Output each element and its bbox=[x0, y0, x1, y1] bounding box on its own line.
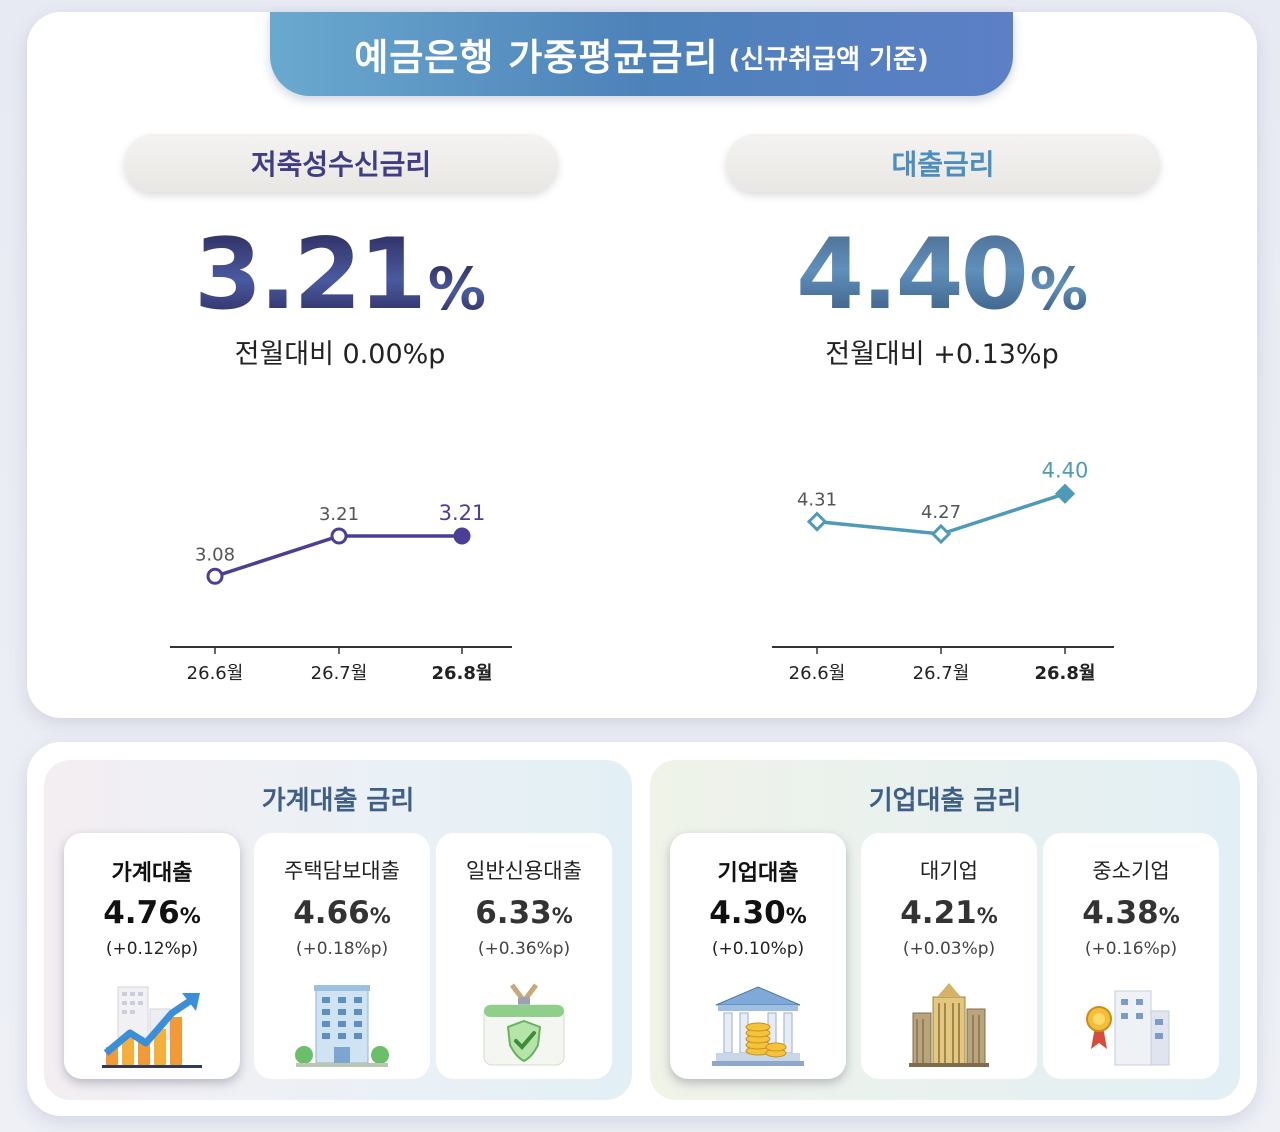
deposit-rate-label: 저축성수신금리 bbox=[124, 134, 558, 192]
card-rate: 4.30% bbox=[709, 895, 807, 931]
page-subtitle: (신규취급액 기준) bbox=[728, 44, 929, 75]
id-card-shield-icon bbox=[483, 983, 565, 1066]
apartment-building-icon bbox=[295, 985, 389, 1067]
card-name: 기업대출 bbox=[717, 861, 799, 886]
card-change: (+0.18%p) bbox=[295, 939, 389, 959]
household-loan-title: 가계대출 금리 bbox=[261, 786, 415, 816]
loan-rate-label: 대출금리 bbox=[726, 134, 1160, 192]
loan-rate-number: 4.40 bbox=[796, 218, 1029, 332]
card-name: 대기업 bbox=[920, 859, 978, 883]
deposit-rate-unit: % bbox=[427, 255, 486, 323]
card-sme: 중소기업 4.38% (+0.16%p) bbox=[1043, 833, 1219, 1079]
loan-rate-value: 4.40% bbox=[692, 214, 1192, 324]
skyscraper-icon bbox=[909, 983, 989, 1067]
bank-coins-icon bbox=[712, 986, 804, 1066]
office-medal-icon bbox=[1086, 990, 1170, 1066]
card-household-loan: 가계대출 4.76% (+0.12%p) bbox=[64, 833, 240, 1079]
card-mortgage-loan: 주택담보대출 4.66% (+0.18%p) bbox=[254, 833, 430, 1079]
summary-panel bbox=[27, 12, 1257, 718]
card-name: 주택담보대출 bbox=[284, 859, 400, 883]
page-title: 예금은행 가중평균금리 bbox=[354, 36, 719, 79]
card-rate: 6.33% bbox=[475, 895, 573, 931]
card-corporate-loan: 기업대출 4.30% (+0.10%p) bbox=[670, 833, 846, 1079]
card-change: (+0.12%p) bbox=[105, 939, 199, 959]
deposit-rate-number: 3.21 bbox=[194, 218, 427, 332]
loan-rate-change: 전월대비 +0.13%p bbox=[825, 339, 1059, 370]
card-change: (+0.10%p) bbox=[711, 939, 805, 959]
card-rate: 4.76% bbox=[103, 895, 201, 931]
title-banner: 예금은행 가중평균금리 (신규취급액 기준) bbox=[270, 12, 1013, 96]
deposit-rate-change: 전월대비 0.00%p bbox=[234, 339, 446, 370]
card-rate: 4.38% bbox=[1082, 895, 1180, 931]
card-name: 일반신용대출 bbox=[466, 859, 582, 883]
loan-rate-unit: % bbox=[1029, 255, 1088, 323]
card-credit-loan: 일반신용대출 6.33% (+0.36%p) bbox=[436, 833, 612, 1079]
card-large-enterprise: 대기업 4.21% (+0.03%p) bbox=[861, 833, 1037, 1079]
card-change: (+0.16%p) bbox=[1084, 939, 1178, 959]
rising-chart-icon bbox=[102, 986, 202, 1068]
card-rate: 4.66% bbox=[293, 895, 391, 931]
card-name: 가계대출 bbox=[111, 861, 193, 886]
card-rate: 4.21% bbox=[900, 895, 998, 931]
card-change: (+0.36%p) bbox=[477, 939, 571, 959]
corporate-loan-title: 기업대출 금리 bbox=[868, 786, 1022, 816]
card-change: (+0.03%p) bbox=[902, 939, 996, 959]
deposit-rate-value: 3.21% bbox=[90, 214, 590, 324]
card-name: 중소기업 bbox=[1092, 859, 1170, 883]
